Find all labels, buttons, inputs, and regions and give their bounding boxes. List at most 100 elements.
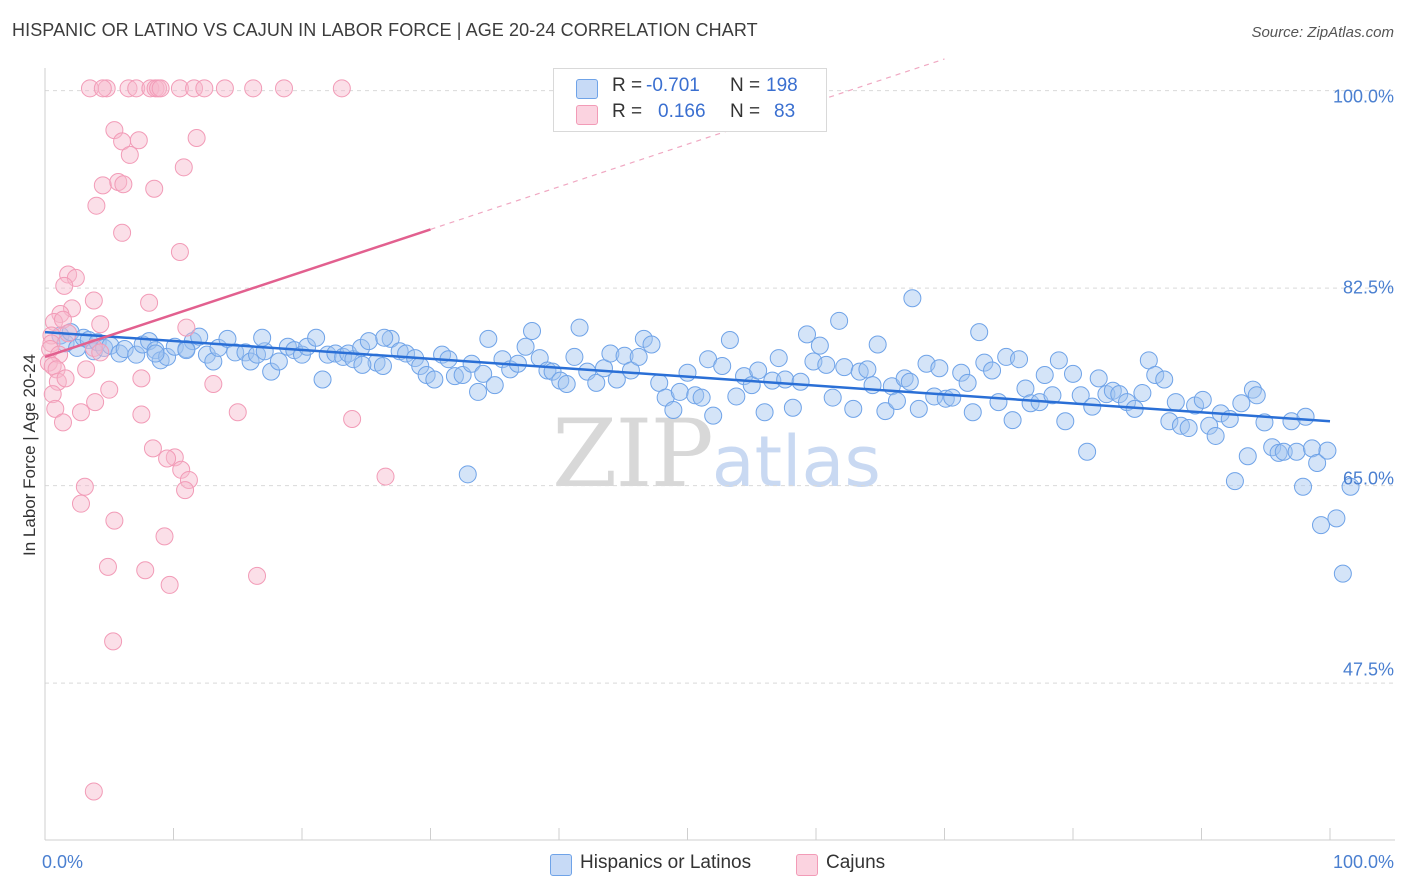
- point-hispanic: [570, 318, 589, 337]
- point-cajun: [98, 557, 117, 576]
- point-hispanic: [115, 340, 134, 359]
- point-hispanic: [823, 388, 842, 407]
- point-hispanic: [1078, 442, 1097, 461]
- legend-r-label: R =: [612, 101, 643, 122]
- point-hispanic: [798, 325, 817, 344]
- point-hispanic: [381, 329, 400, 348]
- legend-r-value: -0.701: [646, 75, 700, 96]
- point-cajun: [172, 460, 191, 479]
- x-tick-label-max: 100.0%: [1332, 852, 1394, 872]
- point-cajun: [140, 293, 159, 312]
- point-hispanic: [1200, 416, 1219, 435]
- point-cajun: [84, 782, 103, 801]
- legend-swatch-pink: [576, 105, 598, 125]
- point-hispanic: [1035, 365, 1054, 384]
- y-axis-label: In Labor Force | Age 20-24: [20, 354, 39, 556]
- point-hispanic: [868, 335, 887, 354]
- point-hispanic: [1238, 447, 1257, 466]
- point-hispanic: [755, 403, 774, 422]
- point-hispanic: [425, 370, 444, 389]
- point-cajun: [195, 79, 214, 98]
- point-hispanic: [1282, 412, 1301, 431]
- legend-swatch-blue: [576, 79, 598, 99]
- point-hispanic: [1287, 442, 1306, 461]
- point-cajun: [177, 318, 196, 337]
- point-hispanic: [1083, 397, 1102, 416]
- point-hispanic: [1206, 426, 1225, 445]
- point-hispanic: [375, 328, 394, 347]
- point-cajun: [100, 380, 119, 399]
- point-cajun: [71, 403, 90, 422]
- point-cajun: [43, 385, 62, 404]
- point-cajun: [91, 343, 110, 362]
- point-hispanic: [727, 387, 746, 406]
- point-hispanic: [903, 289, 922, 308]
- point-hispanic: [720, 331, 739, 350]
- point-hispanic: [769, 349, 788, 368]
- point-hispanic: [810, 336, 829, 355]
- point-hispanic: [975, 353, 994, 372]
- legend-r-label: R =: [612, 75, 643, 96]
- point-hispanic: [474, 364, 493, 383]
- watermark: ZIPatlas: [552, 400, 881, 509]
- trendline-hispanic: [44, 330, 1331, 423]
- point-hispanic: [1003, 411, 1022, 430]
- point-cajun: [132, 369, 151, 388]
- point-cajun: [56, 369, 75, 388]
- point-cajun: [187, 128, 206, 147]
- point-hispanic: [523, 321, 542, 340]
- point-cajun: [170, 242, 189, 261]
- point-cajun: [343, 410, 362, 429]
- point-hispanic: [983, 361, 1002, 380]
- point-hispanic: [1049, 351, 1068, 370]
- point-hispanic: [1089, 369, 1108, 388]
- point-cajun: [87, 196, 106, 215]
- point-hispanic: [236, 343, 255, 362]
- point-cajun: [119, 79, 138, 98]
- point-cajun: [97, 79, 116, 98]
- point-cajun: [127, 79, 146, 98]
- point-hispanic: [1056, 412, 1075, 431]
- point-hispanic: [241, 352, 260, 371]
- point-hispanic: [664, 400, 683, 419]
- point-cajun: [129, 131, 148, 150]
- trendline-cajun: [44, 228, 431, 359]
- legend-n-value: 198: [766, 75, 798, 96]
- point-cajun: [136, 561, 155, 580]
- point-cajun: [114, 175, 133, 194]
- point-hispanic: [629, 347, 648, 366]
- point-hispanic: [970, 323, 989, 342]
- point-hispanic: [713, 356, 732, 375]
- point-hispanic: [1193, 390, 1212, 409]
- point-hispanic: [692, 388, 711, 407]
- point-cajun: [120, 145, 139, 164]
- point-cajun: [204, 375, 223, 394]
- point-hispanic: [565, 347, 584, 366]
- point-cajun: [104, 632, 123, 651]
- point-hispanic: [835, 358, 854, 377]
- point-hispanic: [952, 363, 971, 382]
- point-hispanic: [887, 391, 906, 410]
- legend-row-cajun: R = 0.166 N = 83: [554, 101, 826, 127]
- point-hispanic: [1179, 419, 1198, 438]
- point-hispanic: [353, 355, 372, 374]
- watermark-zip: ZIP: [552, 400, 714, 509]
- point-hispanic: [1155, 370, 1174, 389]
- point-hispanic: [1232, 394, 1251, 413]
- point-hispanic: [963, 403, 982, 422]
- point-hispanic: [1247, 386, 1266, 405]
- point-hispanic: [1327, 509, 1346, 528]
- point-hispanic: [1010, 350, 1029, 369]
- point-cajun: [376, 467, 395, 486]
- point-hispanic: [791, 372, 810, 391]
- point-hispanic: [989, 393, 1008, 412]
- point-hispanic: [1312, 516, 1331, 535]
- point-hispanic: [958, 373, 977, 392]
- correlation-legend: R = -0.701 N = 198 R = 0.166 N = 83: [553, 68, 827, 132]
- point-hispanic: [269, 352, 288, 371]
- point-cajun: [332, 79, 351, 98]
- point-hispanic: [783, 398, 802, 417]
- legend-n-label: N =: [730, 101, 761, 122]
- point-hispanic: [1333, 564, 1352, 583]
- legend-swatch-cajuns: [796, 854, 818, 876]
